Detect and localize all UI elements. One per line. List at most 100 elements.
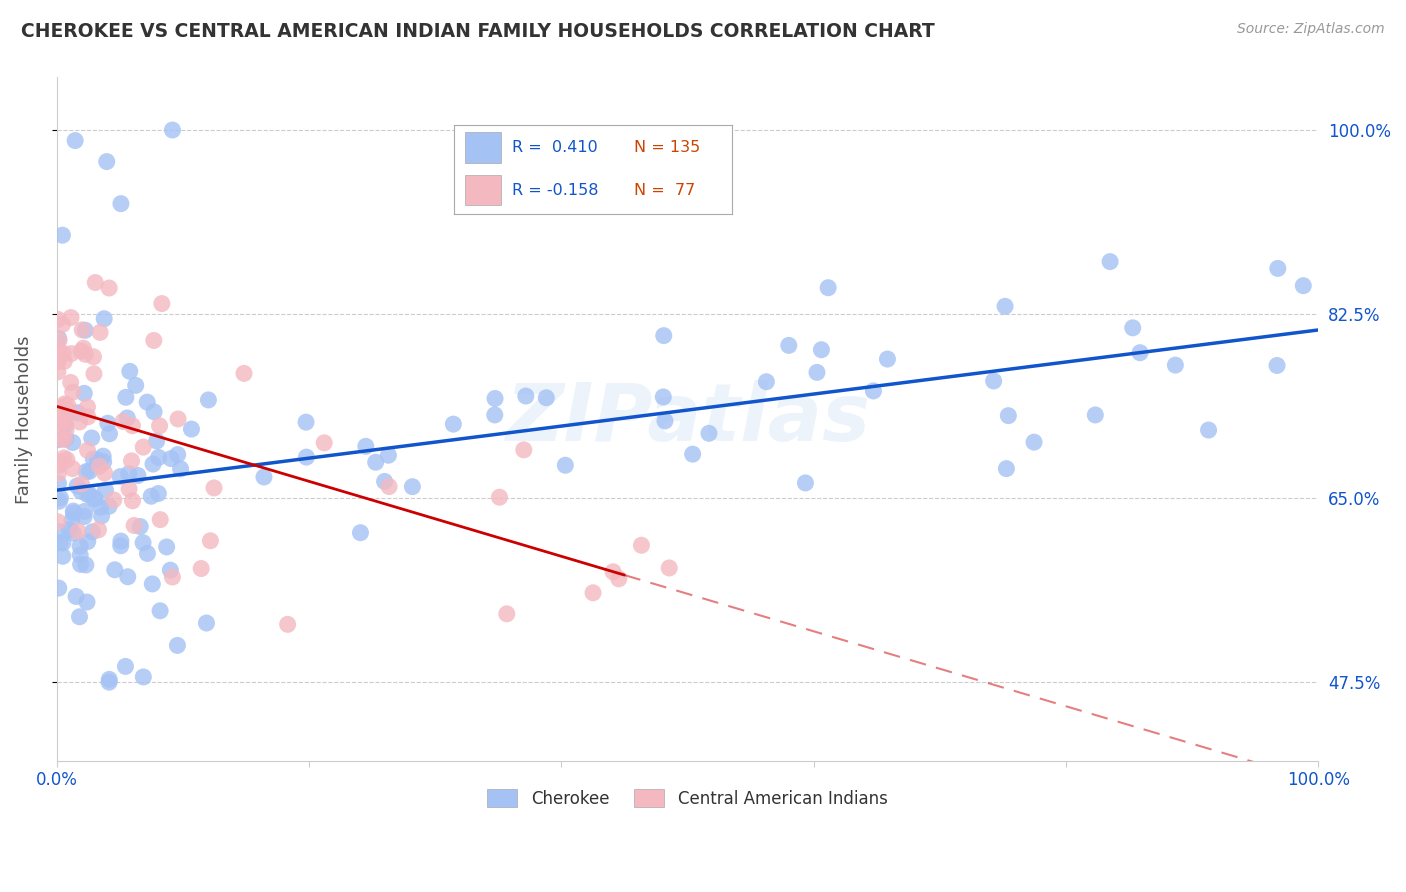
Point bbox=[51, 318, 73, 332]
Point bbox=[377, 448, 399, 462]
Point bbox=[349, 525, 371, 540]
Point bbox=[77, 487, 100, 501]
Point bbox=[817, 281, 839, 295]
Point bbox=[142, 457, 165, 471]
Point bbox=[82, 451, 104, 466]
Point bbox=[697, 426, 720, 441]
Point bbox=[132, 440, 155, 454]
Point bbox=[145, 434, 167, 448]
Point bbox=[66, 479, 89, 493]
Point bbox=[197, 392, 219, 407]
Point bbox=[59, 376, 82, 390]
Point bbox=[59, 404, 82, 418]
Point bbox=[51, 455, 73, 469]
Point bbox=[149, 604, 172, 618]
Point bbox=[755, 375, 778, 389]
Point bbox=[49, 458, 72, 472]
Point bbox=[110, 469, 132, 483]
Point bbox=[122, 518, 145, 533]
Point bbox=[53, 397, 76, 411]
Point bbox=[90, 500, 112, 515]
Point bbox=[96, 154, 118, 169]
Point bbox=[75, 465, 97, 479]
Point bbox=[46, 354, 69, 368]
Point bbox=[75, 558, 97, 572]
Point bbox=[76, 487, 98, 501]
Point bbox=[69, 609, 91, 624]
Point bbox=[121, 454, 143, 468]
Point bbox=[136, 395, 159, 409]
Point bbox=[93, 455, 115, 469]
Point bbox=[73, 386, 96, 401]
Point bbox=[49, 491, 72, 505]
Point bbox=[48, 581, 70, 595]
Point bbox=[98, 500, 121, 514]
Point bbox=[121, 493, 143, 508]
Point bbox=[652, 390, 675, 404]
Point bbox=[69, 415, 91, 429]
Point bbox=[76, 534, 98, 549]
Point bbox=[58, 523, 80, 537]
Point bbox=[515, 389, 537, 403]
Text: CHEROKEE VS CENTRAL AMERICAN INDIAN FAMILY HOUSEHOLDS CORRELATION CHART: CHEROKEE VS CENTRAL AMERICAN INDIAN FAMI… bbox=[21, 22, 935, 41]
Point bbox=[46, 467, 69, 481]
Point bbox=[582, 586, 605, 600]
Point bbox=[810, 343, 832, 357]
Point bbox=[1129, 345, 1152, 359]
Point bbox=[118, 364, 141, 378]
Point bbox=[441, 417, 464, 431]
Point bbox=[378, 479, 401, 493]
Point bbox=[86, 453, 108, 467]
Point bbox=[794, 475, 817, 490]
Point bbox=[93, 466, 115, 480]
Point bbox=[195, 615, 218, 630]
Point bbox=[484, 392, 506, 406]
Point bbox=[1164, 358, 1187, 372]
Point bbox=[90, 508, 112, 523]
Point bbox=[401, 480, 423, 494]
Point bbox=[49, 535, 72, 549]
Point bbox=[69, 548, 91, 562]
Point bbox=[160, 451, 183, 466]
Point bbox=[180, 422, 202, 436]
Point bbox=[53, 450, 76, 465]
Point bbox=[49, 432, 72, 446]
Point bbox=[997, 409, 1019, 423]
Point bbox=[80, 431, 103, 445]
Point bbox=[127, 468, 149, 483]
Point bbox=[67, 524, 90, 539]
Point bbox=[46, 343, 69, 357]
Point bbox=[995, 461, 1018, 475]
Point bbox=[295, 450, 318, 464]
Point bbox=[89, 326, 111, 340]
Point bbox=[70, 323, 93, 337]
Point bbox=[862, 384, 884, 398]
Point bbox=[652, 328, 675, 343]
Point bbox=[166, 639, 188, 653]
Point bbox=[69, 558, 91, 572]
Point bbox=[169, 462, 191, 476]
Point bbox=[114, 659, 136, 673]
Point bbox=[110, 534, 132, 549]
Point bbox=[75, 347, 97, 361]
Point bbox=[94, 483, 117, 497]
Point bbox=[98, 673, 121, 687]
Point bbox=[53, 433, 76, 447]
Point bbox=[1267, 261, 1289, 276]
Point bbox=[374, 475, 396, 489]
Text: Source: ZipAtlas.com: Source: ZipAtlas.com bbox=[1237, 22, 1385, 37]
Point bbox=[53, 399, 76, 413]
Point bbox=[167, 412, 190, 426]
Point bbox=[488, 490, 510, 504]
Point bbox=[59, 310, 82, 325]
Point bbox=[513, 442, 536, 457]
Point bbox=[162, 123, 184, 137]
Point bbox=[75, 323, 97, 337]
Point bbox=[62, 385, 84, 400]
Point bbox=[97, 416, 120, 430]
Point bbox=[66, 406, 89, 420]
Point bbox=[79, 465, 101, 479]
Point bbox=[93, 311, 115, 326]
Point bbox=[983, 374, 1005, 388]
Point bbox=[52, 549, 75, 564]
